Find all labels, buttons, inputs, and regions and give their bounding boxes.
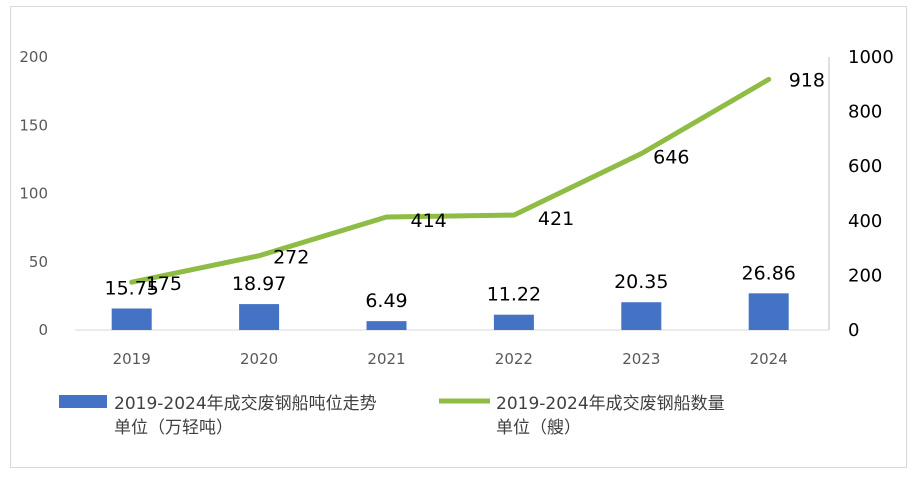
legend-line-label-line2: 单位（艘）: [496, 418, 581, 438]
y-left-tick-label: 150: [19, 116, 48, 134]
x-tick-label: 2019: [113, 350, 151, 368]
y-left-tick-label: 0: [38, 321, 48, 339]
line-data-label: 918: [789, 69, 825, 91]
y-right-tick-label: 800: [848, 102, 882, 123]
line-series: [129, 76, 772, 285]
data-labels: 15.75 18.97 6.49 11.22 20.35 26.86 175 272 414 42…: [104, 69, 824, 312]
legend-bar-label-line1: 2019-2024年成交废钢船吨位走势: [114, 394, 377, 414]
x-tick-label: 2024: [750, 350, 788, 368]
x-tick-label: 2023: [622, 350, 660, 368]
bar: [493, 314, 534, 330]
legend-bar-label-line2: 单位（万轻吨）: [114, 418, 233, 438]
axes: 0 50 100 150 200 0 200 400 600 800 1000 2019 2020 202…: [19, 47, 893, 368]
y-right-tick-label: 400: [848, 211, 882, 232]
bar-series: [111, 293, 789, 330]
line-data-label: 646: [653, 147, 689, 169]
bar: [111, 308, 152, 330]
bar: [366, 321, 407, 330]
chart-frame: [10, 6, 907, 468]
line-data-label: 175: [146, 273, 182, 295]
x-tick-label: 2021: [367, 350, 405, 368]
legend-bar-swatch: [59, 395, 107, 408]
y-left-tick-label: 200: [19, 48, 48, 66]
bar-data-label: 26.86: [741, 262, 795, 284]
bar-data-label: 11.22: [487, 284, 541, 306]
y-right-tick-label: 1000: [848, 47, 894, 68]
bar: [748, 293, 789, 330]
bar: [239, 304, 280, 330]
x-tick-label: 2022: [495, 350, 533, 368]
series-line: [129, 76, 772, 285]
bar-data-label: 6.49: [365, 290, 407, 312]
y-left-tick-label: 100: [19, 185, 48, 203]
bar-data-label: 15.75: [104, 278, 158, 300]
legend-line-label-line1: 2019-2024年成交废钢船数量: [496, 394, 725, 414]
line-data-label: 414: [411, 210, 447, 232]
y-right-tick-label: 600: [848, 156, 882, 177]
line-data-label: 272: [273, 247, 309, 269]
bar: [621, 302, 662, 330]
y-right-tick-label: 0: [848, 320, 859, 341]
bar-data-label: 20.35: [614, 271, 668, 293]
x-tick-label: 2020: [240, 350, 278, 368]
bar-data-label: 18.97: [232, 273, 286, 295]
y-right-tick-label: 200: [848, 265, 882, 286]
y-left-tick-label: 50: [29, 253, 48, 271]
line-data-label: 421: [538, 208, 574, 230]
